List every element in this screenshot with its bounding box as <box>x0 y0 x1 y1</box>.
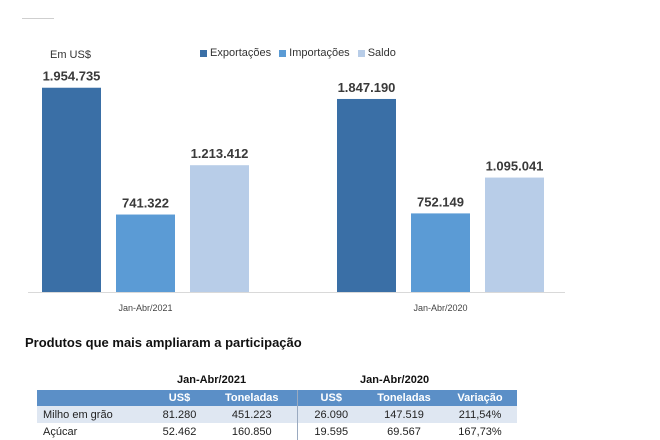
legend-label-exportacoes: Exportações <box>210 47 272 59</box>
data-label-saldo-1: 1.095.041 <box>486 159 544 174</box>
bar-importacoes-0 <box>116 214 175 292</box>
unit-label: Em US$ <box>50 49 91 61</box>
tons-2020-value: 69.567 <box>365 423 443 440</box>
period-2021-label: Jan-Abr/2021 <box>177 374 247 386</box>
bar-saldo-0 <box>190 165 249 292</box>
bar-saldo-1 <box>485 177 544 292</box>
legend-swatch-saldo <box>357 49 365 57</box>
usd-2020-value: 26.090 <box>296 406 365 423</box>
legend-swatch-importacoes <box>279 49 287 57</box>
bar-exportacoes-1 <box>337 98 396 292</box>
top-divider <box>22 18 54 19</box>
usd-2021-value: 81.280 <box>152 406 207 423</box>
data-label-exportacoes-1: 1.847.190 <box>338 80 396 95</box>
legend-item-saldo: Saldo <box>357 47 396 59</box>
bar-exportacoes-0 <box>42 87 101 292</box>
category-label-0: Jan-Abr/2021 <box>118 303 172 313</box>
category-label-1: Jan-Abr/2020 <box>413 303 467 313</box>
period-header-row: Jan-Abr/2021 Jan-Abr/2020 <box>37 372 517 390</box>
column-header-usd-2020: US$ <box>296 390 365 406</box>
table-row: Açúcar 52.462 160.850 19.595 69.567 167,… <box>37 423 517 440</box>
tons-2020-value: 147.519 <box>365 406 443 423</box>
data-label-saldo-0: 1.213.412 <box>191 146 249 161</box>
variation-value: 211,54% <box>443 406 517 423</box>
tons-2021-value: 160.850 <box>207 423 297 440</box>
usd-2021-value: 52.462 <box>152 423 207 440</box>
column-header-tons-2020: Toneladas <box>365 390 443 406</box>
legend-swatch-exportacoes <box>200 49 207 57</box>
legend-item-importacoes: Importações <box>279 47 350 59</box>
column-header-variation: Variação <box>443 390 517 406</box>
bar-chart: 1.954.735 741.322 1.213.412 Jan-Abr/2021 1.8… <box>28 69 565 313</box>
tons-2021-value: 451.223 <box>207 406 297 423</box>
legend-label-importacoes: Importações <box>289 47 350 59</box>
usd-2020-value: 19.595 <box>296 423 365 440</box>
product-name: Açúcar <box>37 423 152 440</box>
data-label-exportacoes-0: 1.954.735 <box>43 69 101 84</box>
products-section-title: Produtos que mais ampliaram a participaç… <box>25 335 302 350</box>
column-header-tons-2021: Toneladas <box>207 390 297 406</box>
data-label-importacoes-1: 752.149 <box>417 194 464 209</box>
variation-value: 167,73% <box>443 423 517 440</box>
table-row: Milho em grão 81.280 451.223 26.090 147.… <box>37 406 517 423</box>
column-header-product <box>37 390 152 406</box>
products-table: US$ Toneladas US$ Toneladas Variação Mil… <box>37 390 517 440</box>
legend-item-exportacoes: Exportações <box>200 47 271 59</box>
bar-importacoes-1 <box>411 213 470 292</box>
table-header-row: US$ Toneladas US$ Toneladas Variação <box>37 390 517 406</box>
period-2020-label: Jan-Abr/2020 <box>360 374 430 386</box>
data-label-importacoes-0: 741.322 <box>122 196 169 211</box>
column-header-usd-2021: US$ <box>152 390 207 406</box>
legend-label-saldo: Saldo <box>367 47 396 59</box>
products-table-wrapper: Jan-Abr/2021 Jan-Abr/2020 US$ Toneladas … <box>37 372 517 440</box>
product-name: Milho em grão <box>37 406 152 423</box>
chart-legend: Exportações Importações Saldo <box>200 47 396 59</box>
